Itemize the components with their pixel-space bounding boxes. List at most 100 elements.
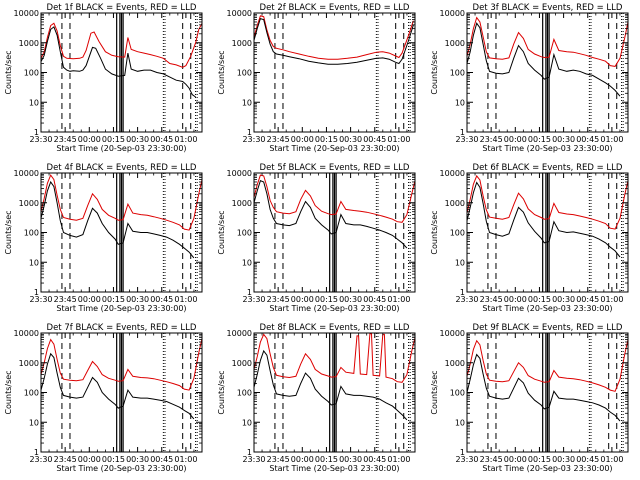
y-tick-label: 100 bbox=[450, 69, 465, 78]
x-tick-label: 23:45 bbox=[480, 455, 503, 464]
events-series-line bbox=[253, 180, 408, 249]
y-tick-label: 10 bbox=[242, 258, 252, 267]
panel-title: Det 3f BLACK = Events, RED = LLD bbox=[473, 3, 623, 13]
x-tick-label: 23:30 bbox=[29, 455, 52, 464]
lld-series-line bbox=[253, 15, 414, 60]
x-tick-label: 01:00 bbox=[600, 455, 623, 464]
panel-title: Det 6f BLACK = Events, RED = LLD bbox=[473, 163, 623, 173]
y-tick-label: 1000 bbox=[445, 359, 465, 368]
panel-4: 1 10 100 1000 10000 23:30 23:45 00:00 00:15 00:30… bbox=[4, 163, 203, 313]
y-tick-label: 10000 bbox=[440, 169, 465, 178]
x-tick-label: 23:30 bbox=[29, 295, 52, 304]
y-tick-label: 10 bbox=[29, 98, 39, 107]
x-tick-label: 23:45 bbox=[54, 295, 77, 304]
y-tick-label: 1 bbox=[460, 288, 465, 297]
x-axis-label: Start Time (20-Sep-03 23:30:00) bbox=[269, 144, 399, 153]
y-tick-label: 1 bbox=[247, 448, 252, 457]
x-tick-label: 00:30 bbox=[339, 135, 362, 144]
x-axis-label: Start Time (20-Sep-03 23:30:00) bbox=[269, 464, 399, 473]
x-tick-label: 00:30 bbox=[126, 455, 149, 464]
x-axis-label: Start Time (20-Sep-03 23:30:00) bbox=[269, 304, 399, 313]
panel-6: 1 10 100 1000 10000 23:30 23:45 00:00 00:15 00:30… bbox=[430, 163, 629, 313]
y-tick-label: 100 bbox=[450, 229, 465, 238]
events-series-line bbox=[466, 22, 621, 97]
x-tick-label: 00:00 bbox=[291, 295, 314, 304]
y-tick-label: 10000 bbox=[14, 9, 39, 18]
y-axis-label: Counts/sec bbox=[430, 50, 439, 94]
x-tick-label: 00:00 bbox=[504, 455, 527, 464]
x-tick-label: 00:15 bbox=[528, 455, 551, 464]
y-tick-label: 100 bbox=[237, 229, 252, 238]
x-tick-label: 01:00 bbox=[174, 135, 197, 144]
lld-series-line bbox=[40, 174, 203, 231]
y-axis-label: Counts/sec bbox=[217, 50, 226, 94]
x-tick-label: 00:45 bbox=[576, 455, 599, 464]
x-tick-label: 00:30 bbox=[552, 455, 575, 464]
x-tick-label: 00:00 bbox=[78, 295, 101, 304]
y-tick-label: 1000 bbox=[445, 39, 465, 48]
y-tick-label: 1000 bbox=[19, 359, 39, 368]
y-tick-label: 100 bbox=[24, 389, 39, 398]
y-tick-label: 10 bbox=[242, 418, 252, 427]
panel-title: Det 9f BLACK = Events, RED = LLD bbox=[473, 323, 623, 333]
x-tick-label: 01:00 bbox=[174, 455, 197, 464]
y-axis-label: Counts/sec bbox=[4, 370, 13, 414]
y-tick-label: 1000 bbox=[19, 199, 39, 208]
x-tick-label: 23:30 bbox=[242, 295, 265, 304]
panel-title: Det 4f BLACK = Events, RED = LLD bbox=[47, 163, 197, 173]
y-axis-label: Counts/sec bbox=[217, 370, 226, 414]
panel-9: 1 10 100 1000 10000 23:30 23:45 00:00 00:15 00:30… bbox=[430, 323, 629, 473]
y-tick-label: 1000 bbox=[232, 359, 252, 368]
y-tick-label: 10000 bbox=[440, 9, 465, 18]
panel-2: 1 10 100 1000 10000 23:30 23:45 00:00 00:15 00:30… bbox=[217, 3, 416, 153]
y-tick-label: 10000 bbox=[227, 9, 252, 18]
y-tick-label: 1 bbox=[460, 448, 465, 457]
x-tick-label: 00:45 bbox=[150, 455, 173, 464]
x-tick-label: 00:30 bbox=[339, 455, 362, 464]
y-tick-label: 10000 bbox=[440, 329, 465, 338]
y-tick-label: 10000 bbox=[14, 329, 39, 338]
y-tick-label: 1 bbox=[34, 128, 39, 137]
y-tick-label: 10000 bbox=[227, 329, 252, 338]
x-tick-label: 00:45 bbox=[576, 135, 599, 144]
events-series-line bbox=[253, 17, 414, 65]
y-tick-label: 1 bbox=[247, 288, 252, 297]
x-tick-label: 23:30 bbox=[455, 295, 478, 304]
x-tick-label: 00:00 bbox=[291, 135, 314, 144]
y-tick-label: 10 bbox=[455, 418, 465, 427]
y-tick-label: 1 bbox=[34, 288, 39, 297]
x-tick-label: 00:30 bbox=[552, 135, 575, 144]
x-tick-label: 00:45 bbox=[150, 295, 173, 304]
x-tick-label: 00:15 bbox=[528, 135, 551, 144]
x-tick-label: 01:00 bbox=[174, 295, 197, 304]
x-tick-label: 00:15 bbox=[315, 455, 338, 464]
x-tick-label: 23:45 bbox=[267, 135, 290, 144]
panel-title: Det 7f BLACK = Events, RED = LLD bbox=[47, 323, 197, 333]
y-tick-label: 100 bbox=[24, 229, 39, 238]
lld-series-line bbox=[40, 338, 203, 391]
y-axis-label: Counts/sec bbox=[430, 210, 439, 254]
y-tick-label: 10 bbox=[29, 418, 39, 427]
x-tick-label: 00:30 bbox=[552, 295, 575, 304]
x-tick-label: 00:45 bbox=[576, 295, 599, 304]
x-tick-label: 00:15 bbox=[315, 295, 338, 304]
y-tick-label: 1000 bbox=[232, 39, 252, 48]
x-tick-label: 00:30 bbox=[339, 295, 362, 304]
x-tick-label: 00:30 bbox=[126, 295, 149, 304]
y-tick-label: 1000 bbox=[19, 39, 39, 48]
x-tick-label: 23:30 bbox=[242, 455, 265, 464]
y-tick-label: 100 bbox=[237, 69, 252, 78]
x-tick-label: 01:00 bbox=[387, 295, 410, 304]
x-axis-label: Start Time (20-Sep-03 23:30:00) bbox=[482, 464, 612, 473]
panel-3: 1 10 100 1000 10000 23:30 23:45 00:00 00:15 00:30… bbox=[430, 3, 629, 153]
y-tick-label: 1000 bbox=[445, 199, 465, 208]
y-tick-label: 1 bbox=[34, 448, 39, 457]
lld-series-line bbox=[40, 22, 203, 68]
x-tick-label: 01:00 bbox=[600, 295, 623, 304]
y-axis-label: Counts/sec bbox=[217, 210, 226, 254]
panel-1: 1 10 100 1000 10000 23:30 23:45 00:00 00:15 00:30… bbox=[4, 3, 203, 153]
x-axis-label: Start Time (20-Sep-03 23:30:00) bbox=[56, 464, 186, 473]
panel-title: Det 5f BLACK = Events, RED = LLD bbox=[260, 163, 410, 173]
x-tick-label: 00:45 bbox=[363, 295, 386, 304]
